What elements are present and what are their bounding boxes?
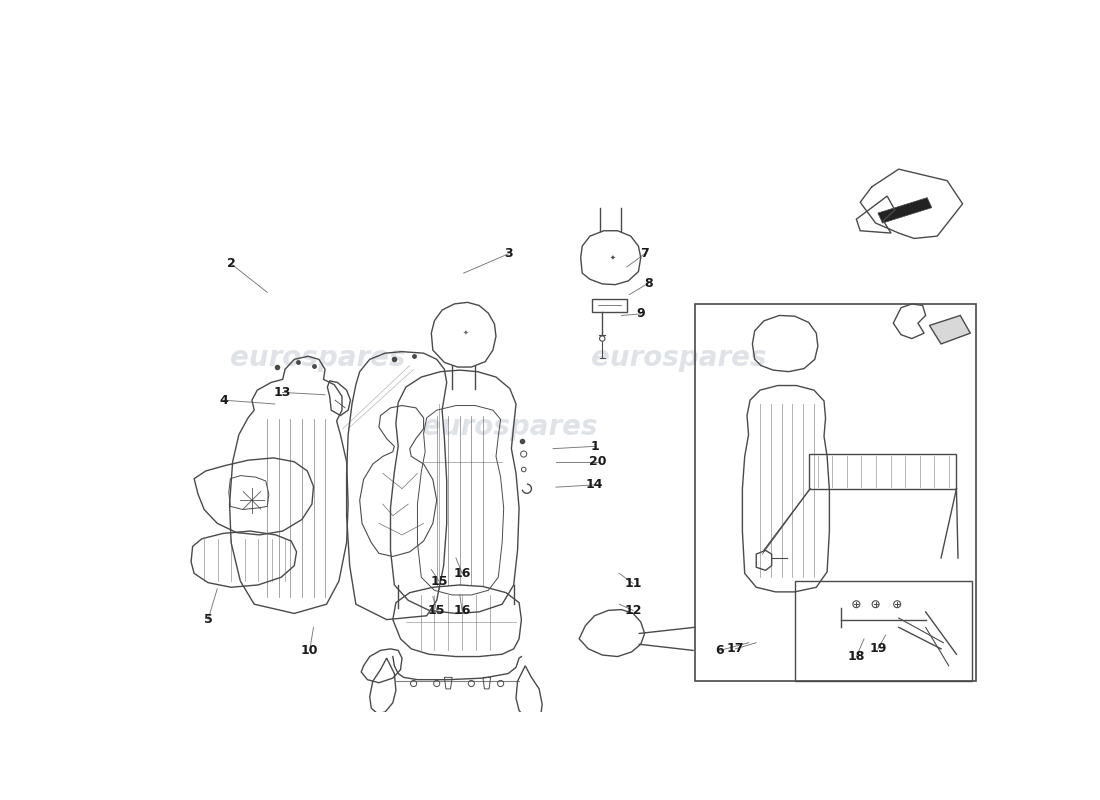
Text: eurospares: eurospares xyxy=(230,344,405,372)
Text: 7: 7 xyxy=(640,247,649,260)
Text: 5: 5 xyxy=(204,613,212,626)
Text: 12: 12 xyxy=(625,604,641,617)
Polygon shape xyxy=(930,315,970,344)
Bar xyxy=(794,581,972,682)
Text: 17: 17 xyxy=(727,642,745,655)
Text: ✦: ✦ xyxy=(610,254,616,261)
Text: 20: 20 xyxy=(588,455,606,468)
Text: eurospares: eurospares xyxy=(592,344,767,372)
Bar xyxy=(695,304,976,682)
Text: 16: 16 xyxy=(453,604,471,617)
Text: 11: 11 xyxy=(625,577,641,590)
Text: 1: 1 xyxy=(591,440,598,453)
Text: ✦: ✦ xyxy=(462,330,469,336)
Text: 19: 19 xyxy=(869,642,887,655)
Text: 16: 16 xyxy=(453,567,471,580)
Text: 2: 2 xyxy=(227,258,235,270)
Text: 13: 13 xyxy=(274,386,292,399)
Polygon shape xyxy=(878,198,932,223)
Text: 10: 10 xyxy=(301,644,318,657)
Text: 18: 18 xyxy=(848,650,865,663)
Text: eurospares: eurospares xyxy=(422,413,597,441)
Text: 15: 15 xyxy=(428,604,446,617)
Text: 4: 4 xyxy=(219,394,228,406)
Text: 15: 15 xyxy=(430,574,448,587)
Text: 3: 3 xyxy=(504,247,513,260)
Text: 14: 14 xyxy=(586,478,603,491)
Text: 8: 8 xyxy=(645,277,652,290)
Text: 6: 6 xyxy=(716,644,725,657)
Text: 9: 9 xyxy=(637,307,645,321)
